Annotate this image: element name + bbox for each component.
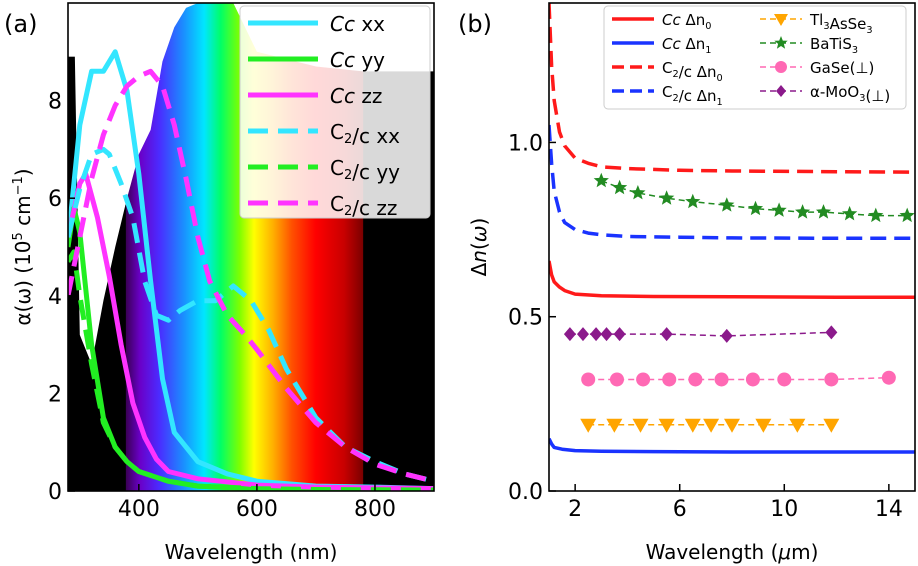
legend-b-entry-5: BaTiS3 [810,35,858,56]
ytick-label-1: 2 [48,382,62,407]
series-7-marker-5 [660,327,673,342]
ytick-label-2: 4 [48,285,62,310]
series-line-1 [549,437,915,454]
series-4-marker-0 [580,418,597,433]
series-line-2 [549,3,915,174]
legend-a-entry-1: Cc yy [330,48,385,72]
panel-b-frame [548,2,916,492]
series-5-marker-7 [771,202,787,217]
panel-a-ylabel: α(ω) (105 cm−1) [11,168,35,325]
panel-a-label: (a) [4,10,37,38]
series-6-marker-6 [745,372,760,387]
series-4-marker-7 [755,418,772,433]
panel-b-ticks: 2 6 10 14 0.0 0.5 1.0 [508,131,903,522]
series-6-marker-8 [824,372,839,387]
legend-b-box [603,5,907,110]
series-5-marker-1 [612,179,628,195]
panel-a-ticks: 400 600 800 0 2 4 6 8 [48,90,396,522]
panel-a-frame [67,2,435,492]
ytick-label-0: 0.0 [508,480,543,505]
legend-b-marker-6 [775,61,787,73]
xtick-label-1: 6 [673,497,687,522]
legend-b-marker-5 [774,36,788,49]
legend-a-entry-2: Cc zz [330,84,382,108]
series-4-marker-3 [658,418,675,433]
series-5-marker-2 [630,185,646,200]
series-5-marker-4 [685,193,701,209]
legend-b-entry-6: GaSe(⊥) [810,59,874,77]
series-4-marker-1 [606,418,623,433]
series-5-marker-5 [719,197,735,212]
xtick-label-0: 400 [118,497,160,522]
ytick-label-1: 0.5 [508,306,543,331]
series-5-marker-3 [659,190,675,205]
series-5-marker-9 [815,204,832,219]
legend-a-entry-4: C2/c yy [330,156,400,184]
ytick-label-4: 8 [48,90,62,115]
panel-b: 2 6 10 14 0.0 0.5 1.0 (b) Wavelength (μm) Δn(ω… [458,2,916,564]
panel-b-label: (b) [458,10,492,38]
series-5-marker-12 [899,207,915,223]
xtick-label-1: 600 [236,497,278,522]
xtick-label-0: 2 [568,497,582,522]
xtick-label-2: 800 [354,497,396,522]
series-4-marker-6 [724,418,740,433]
series-6-marker-7 [777,372,792,387]
series-7-marker-3 [600,327,613,342]
ytick-label-2: 1.0 [508,131,543,156]
legend-b-marker-7 [776,85,786,97]
series-6-marker-4 [688,372,703,387]
series-7-marker-1 [576,327,589,342]
legend-b-entry-3: C2/c Δn1 [662,83,723,108]
panel-a-legend: Cc xx Cc yy Cc zz C2/c xx C2/c yy C2/c zz [239,5,431,220]
legend-a-entry-3: C2/c xx [330,120,400,148]
panel-b-ylabel: Δn(ω) [467,218,491,277]
series-5-marker-11 [868,207,884,223]
legend-b-entry-7: α-MoO3(⊥) [810,83,890,105]
series-6-marker-3 [662,372,677,387]
series-6-marker-0 [581,372,596,387]
series-6-marker-9 [881,370,896,385]
legend-a-entry-5: C2/c zz [330,192,397,220]
ytick-label-3: 6 [48,187,62,212]
series-6-marker-1 [609,372,624,387]
series-5-marker-8 [795,204,811,219]
panel-a: 400 600 800 0 2 4 6 8 (a) Wavelength (nm) α(ω) … [4,2,435,564]
series-line-3 [549,124,915,241]
series-line-5 [68,68,434,484]
series-5-marker-10 [842,205,858,221]
series-4-marker-2 [632,418,649,433]
series-7-marker-7 [825,325,838,340]
panel-b-series [549,3,915,454]
panel-b-xlabel: Wavelength (μm) [646,540,819,564]
series-6-marker-2 [636,372,651,387]
series-5-marker-0 [593,172,609,188]
series-line-0 [549,260,915,299]
panel-a-xlabel: Wavelength (nm) [165,540,338,564]
series-4-marker-9 [823,418,840,433]
series-line-2 [68,171,434,491]
series-7-marker-2 [590,327,603,342]
series-4-marker-4 [684,418,701,433]
xtick-label-3: 14 [875,497,903,522]
series-6-marker-5 [714,372,729,387]
legend-b-entry-2: C2/c Δn0 [662,59,723,84]
legend-b-marker-4 [774,14,788,26]
series-7-marker-0 [563,327,576,342]
legend-a-entry-0: Cc xx [330,12,385,36]
series-4-marker-8 [789,418,806,433]
series-7-marker-4 [613,327,626,342]
legend-a-box [239,5,431,219]
ytick-label-0: 0 [48,480,62,505]
series-line-6 [588,376,889,381]
legend-b-entry-0: Cc Δn0 [662,11,712,32]
legend-b-entry-1: Cc Δn1 [662,35,712,56]
xtick-label-2: 10 [770,497,798,522]
series-7-marker-6 [720,328,733,343]
series-5-marker-6 [747,200,764,216]
series-4-marker-5 [703,418,720,433]
